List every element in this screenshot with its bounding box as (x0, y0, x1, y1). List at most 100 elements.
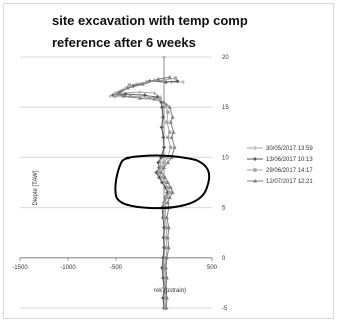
data-point (162, 145, 166, 150)
data-point (167, 74, 172, 79)
data-point (140, 81, 145, 86)
series-4 (115, 74, 177, 310)
legend-entry: 13/06/2017 10:13 (247, 157, 313, 163)
data-point (165, 120, 169, 124)
data-point (154, 170, 159, 175)
legend-marker (253, 146, 257, 150)
data-point (138, 90, 142, 95)
legend-label: 13/06/2017 10:13 (266, 157, 313, 163)
chart-title: site excavation with temp comp reference… (52, 13, 248, 50)
legend-entry: 12/07/2017 12:21 (247, 178, 313, 185)
data-point (168, 185, 173, 190)
data-point (160, 265, 165, 270)
data-point (162, 165, 166, 169)
data-point (158, 97, 162, 101)
legend-marker (253, 157, 257, 161)
data-point (161, 255, 166, 260)
series-group (108, 74, 186, 310)
data-point (166, 135, 170, 140)
data-point (166, 225, 171, 230)
y-tick-label: 15 (222, 105, 229, 111)
data-point (165, 235, 170, 240)
data-point (163, 265, 168, 270)
data-point (165, 160, 170, 164)
data-point (170, 115, 175, 119)
data-point (164, 275, 169, 280)
legend-entry: 29/06/2017 14:17 (247, 168, 313, 174)
data-point (165, 195, 169, 200)
data-point (128, 94, 133, 98)
y-axis-label: Diepte [TAW] (33, 170, 39, 205)
data-point (113, 94, 117, 98)
data-point (163, 285, 168, 290)
data-point (161, 295, 166, 300)
data-point (166, 155, 170, 160)
data-point (159, 165, 163, 170)
data-point (161, 115, 166, 120)
data-point (160, 175, 164, 180)
data-point (166, 110, 170, 114)
data-point (152, 96, 157, 101)
data-point (161, 135, 166, 140)
legend-entry: 30/05/2017 13:59 (247, 146, 313, 152)
data-point (121, 93, 126, 98)
data-point (162, 245, 166, 250)
data-point (168, 120, 173, 124)
data-point (164, 295, 169, 300)
data-point (162, 175, 167, 179)
data-point (159, 170, 164, 174)
data-point (164, 215, 169, 220)
legend-label: 12/07/2017 12:21 (266, 179, 313, 185)
legend-label: 29/06/2017 14:17 (266, 168, 313, 174)
data-point (142, 93, 147, 98)
data-point (162, 99, 166, 104)
data-point (147, 95, 152, 99)
data-point (164, 103, 168, 107)
data-point (125, 85, 130, 90)
data-point (172, 145, 177, 149)
data-point (165, 246, 169, 250)
data-point (163, 180, 167, 185)
data-point (164, 255, 169, 260)
x-tick-label: -1500 (12, 265, 28, 271)
series-line (114, 77, 176, 309)
x-tick-label: -500 (110, 265, 123, 271)
data-point (108, 94, 113, 99)
data-point (156, 160, 161, 165)
x-tick-label: -1000 (60, 265, 76, 271)
data-point (164, 236, 168, 240)
data-point (165, 225, 169, 230)
legend-marker (253, 178, 257, 183)
data-point (156, 76, 161, 81)
legend-label: 30/05/2017 13:59 (266, 146, 313, 152)
annotation-group (114, 154, 211, 210)
data-point (169, 135, 174, 139)
data-point (159, 125, 164, 130)
series-3 (113, 76, 178, 310)
data-point (163, 215, 167, 220)
data-point (157, 170, 161, 175)
data-point (160, 180, 165, 185)
y-tick-label: -5 (222, 306, 228, 312)
x-axis-label: rek (µstrain) (154, 288, 186, 294)
data-point (165, 200, 170, 205)
data-point (127, 83, 132, 87)
data-point (170, 190, 175, 195)
data-point (168, 190, 172, 195)
legend-marker (253, 168, 257, 172)
x-tick-label: 500 (207, 265, 218, 271)
data-point (161, 275, 166, 280)
series-line (116, 76, 176, 309)
y-tick-label: 20 (222, 55, 229, 61)
legend: 30/05/2017 13:59 13/06/2017 10:13 29/06/20… (247, 146, 313, 185)
y-tick-label: 0 (222, 256, 226, 262)
data-point (165, 180, 170, 184)
data-point (162, 225, 166, 230)
annotation-loop (114, 154, 211, 210)
data-point (171, 130, 176, 134)
data-point (162, 160, 166, 165)
data-point (114, 91, 118, 95)
data-point (166, 245, 171, 250)
data-point (164, 305, 169, 310)
